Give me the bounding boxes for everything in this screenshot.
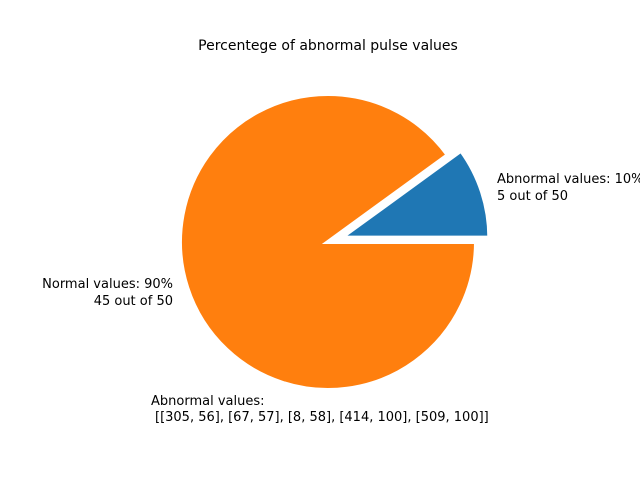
slice-label-normal-count: 45 out of 50: [94, 294, 173, 309]
pie-slice-abnormal: [335, 147, 492, 240]
slice-label-normal-percent: Normal values: 90%: [42, 277, 173, 292]
slice-label-abnormal-percent: Abnormal values: 10%: [497, 172, 640, 187]
pie-slice-normal: [178, 92, 479, 392]
slice-label-abnormal-count: 5 out of 50: [497, 189, 568, 204]
chart-title: Percentege of abnormal pulse values: [198, 38, 458, 54]
annotation-title: Abnormal values:: [151, 394, 265, 409]
annotation-values: [[305, 56], [67, 57], [8, 58], [414, 100…: [155, 410, 489, 425]
